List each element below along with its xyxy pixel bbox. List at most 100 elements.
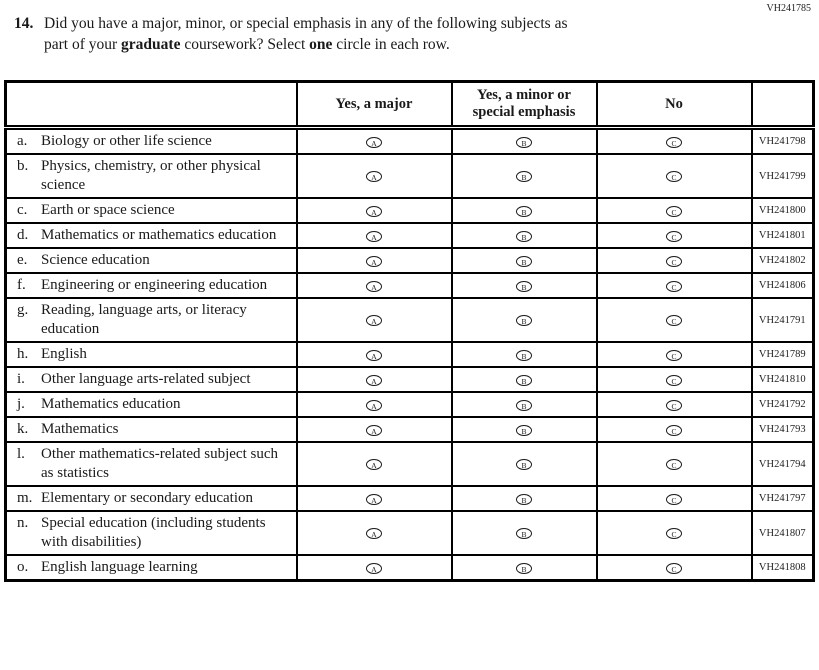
option-bubble-a[interactable]: A [366,459,382,470]
row-code: VH241808 [750,554,815,582]
row-label: Mathematics [41,421,119,437]
option-bubble-a[interactable]: A [366,205,382,217]
table-row: l. Other mathematics-related subject such… [4,441,815,487]
option-cell: C [595,153,753,199]
row-label: Science education [41,252,150,268]
row-letter: e. [17,252,28,268]
row-label-cell: b. Physics, chemistry, or other physical … [4,153,298,199]
row-label-wrap: m. Elementary or secondary education [17,489,292,508]
option-bubble-c[interactable]: C [666,205,682,217]
option-cell: A [295,341,453,368]
table-row: g. Reading, language arts, or literacy ed… [4,297,815,343]
header-yes-minor-special: Yes, a minor or special emphasis [450,80,598,130]
row-label-cell: j. Mathematics education [4,391,298,418]
option-bubble-c[interactable]: C [666,349,682,361]
header-code-empty [750,80,815,130]
option-cell: A [295,510,453,556]
option-cell: A [295,416,453,443]
option-bubble-b[interactable]: B [516,399,532,411]
row-code: VH241800 [750,197,815,224]
option-bubble-a[interactable]: A [366,171,382,182]
row-label-cell: f. Engineering or engineering education [4,272,298,299]
option-bubble-b[interactable]: B [516,528,532,539]
option-bubble-c[interactable]: C [666,374,682,386]
option-cell: B [450,153,598,199]
row-label: Reading, language arts, or literacy educ… [41,302,247,337]
question-line1: Did you have a major, minor, or special … [44,15,568,32]
row-label-cell: a. Biology or other life science [4,126,298,155]
option-cell: B [450,247,598,274]
row-label: Mathematics or mathematics education [41,227,277,243]
option-bubble-a[interactable]: A [366,424,382,436]
row-label-wrap: a. Biology or other life science [17,132,292,151]
option-bubble-b[interactable]: B [516,493,532,505]
option-bubble-a[interactable]: A [366,493,382,505]
option-cell: A [295,485,453,512]
header-no: No [595,80,753,130]
table-row: e. Science education A B C VH241802 [4,247,815,274]
option-cell: B [450,222,598,249]
option-cell: B [450,510,598,556]
option-bubble-c[interactable]: C [666,399,682,411]
option-bubble-a[interactable]: A [366,349,382,361]
row-letter: d. [17,227,29,243]
option-bubble-c[interactable]: C [666,528,682,539]
option-bubble-b[interactable]: B [516,230,532,242]
option-bubble-a[interactable]: A [366,230,382,242]
option-bubble-b[interactable]: B [516,280,532,292]
option-cell: B [450,272,598,299]
option-bubble-a[interactable]: A [366,528,382,539]
option-bubble-c[interactable]: C [666,136,682,148]
row-letter: a. [17,133,28,149]
option-bubble-c[interactable]: C [666,459,682,470]
table-header: Yes, a major Yes, a minor or special emp… [4,80,815,130]
row-label: Other mathematics-related subject such a… [41,446,278,481]
option-bubble-c[interactable]: C [666,255,682,267]
table-row: j. Mathematics education A B C VH241792 [4,391,815,418]
option-bubble-a[interactable]: A [366,562,382,574]
option-bubble-b[interactable]: B [516,255,532,267]
row-letter: o. [17,559,29,575]
option-cell: A [295,126,453,155]
option-bubble-b[interactable]: B [516,459,532,470]
option-bubble-a[interactable]: A [366,315,382,326]
option-bubble-c[interactable]: C [666,280,682,292]
option-cell: A [295,366,453,393]
row-code: VH241801 [750,222,815,249]
option-bubble-b[interactable]: B [516,136,532,148]
option-bubble-a[interactable]: A [366,280,382,292]
option-bubble-a[interactable]: A [366,255,382,267]
option-bubble-b[interactable]: B [516,562,532,574]
option-bubble-a[interactable]: A [366,374,382,386]
question-line2-pre: part of your [44,36,122,53]
row-label-wrap: e. Science education [17,251,292,270]
table-row: d. Mathematics or mathematics education A B… [4,222,815,249]
option-bubble-a[interactable]: A [366,399,382,411]
option-bubble-c[interactable]: C [666,493,682,505]
option-bubble-b[interactable]: B [516,374,532,386]
row-label-cell: o. English language learning [4,554,298,582]
row-letter: j. [17,396,25,412]
option-bubble-b[interactable]: B [516,171,532,182]
question-block: 14. Did you have a major, minor, or spec… [14,13,714,55]
table-row: i. Other language arts-related subject A B C… [4,366,815,393]
option-bubble-b[interactable]: B [516,205,532,217]
row-code: VH241797 [750,485,815,512]
option-cell: A [295,297,453,343]
option-bubble-c[interactable]: C [666,315,682,326]
row-label: Physics, chemistry, or other physical sc… [41,158,261,193]
option-bubble-a[interactable]: A [366,136,382,148]
row-label-wrap: g. Reading, language arts, or literacy ed… [17,301,292,339]
option-bubble-b[interactable]: B [516,424,532,436]
row-code: VH241793 [750,416,815,443]
option-cell: A [295,197,453,224]
option-bubble-b[interactable]: B [516,315,532,326]
row-label-cell: c. Earth or space science [4,197,298,224]
option-bubble-c[interactable]: C [666,171,682,182]
row-letter: g. [17,302,29,318]
option-bubble-c[interactable]: C [666,424,682,436]
option-bubble-b[interactable]: B [516,349,532,361]
row-label-cell: g. Reading, language arts, or literacy ed… [4,297,298,343]
option-bubble-c[interactable]: C [666,562,682,574]
option-bubble-c[interactable]: C [666,230,682,242]
